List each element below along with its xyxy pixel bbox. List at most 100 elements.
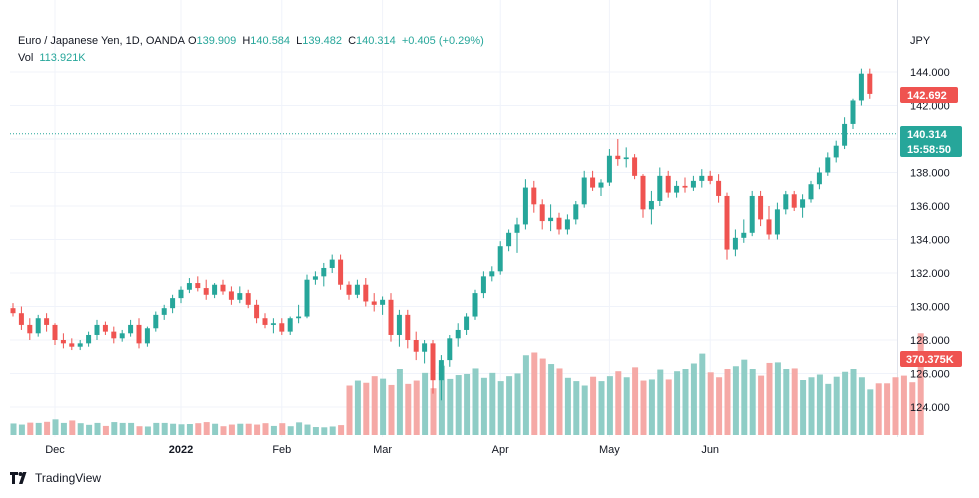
volume-bar xyxy=(254,424,261,435)
candle-body xyxy=(447,338,453,361)
volume-bar xyxy=(296,422,303,435)
candle-body xyxy=(44,318,50,325)
countdown-tag-text: 15:58:50 xyxy=(907,144,951,156)
volume-bar xyxy=(228,424,235,435)
volume-legend-label: Vol xyxy=(18,52,34,64)
candle-body xyxy=(556,217,562,230)
volume-bar xyxy=(741,359,748,435)
candle-body xyxy=(581,177,587,205)
volume-bar xyxy=(590,376,597,435)
tradingview-branding[interactable]: TradingView xyxy=(10,471,101,485)
volume-bar xyxy=(808,377,815,435)
last-price-tag: 140.314 15:58:50 xyxy=(900,126,962,157)
volume-bar xyxy=(52,419,59,435)
volume-bar xyxy=(867,389,874,435)
volume-bar xyxy=(312,427,319,435)
volume-bar xyxy=(464,373,471,435)
volume-bar xyxy=(270,425,277,435)
volume-bar xyxy=(774,362,781,435)
volume-bar xyxy=(86,424,93,435)
volume-bar xyxy=(758,375,765,435)
volume-tag-text: 370.375K xyxy=(906,354,954,366)
candle-body xyxy=(850,100,856,124)
candle-body xyxy=(262,318,268,325)
candle-body xyxy=(657,175,663,201)
volume-bar xyxy=(606,376,613,435)
price-tick-label: 136.000 xyxy=(910,201,950,213)
candle-body xyxy=(833,145,839,158)
candle-body xyxy=(254,304,260,319)
volume-bar xyxy=(640,380,647,435)
time-axis[interactable]: Dec 2022 Feb Mar Apr May Jun xyxy=(45,444,719,456)
candle-body xyxy=(27,324,33,334)
legend-c-label: C xyxy=(348,35,357,47)
volume-bar xyxy=(472,368,479,435)
volume-bar xyxy=(170,423,177,435)
volume-bar xyxy=(489,372,496,435)
volume-tag: 370.375K xyxy=(900,351,962,367)
price-tick-label: 142.000 xyxy=(910,101,950,113)
candle-body xyxy=(808,184,814,200)
volume-bar xyxy=(363,382,370,435)
candle-body xyxy=(128,324,134,334)
candle-body xyxy=(724,195,730,250)
candle-body xyxy=(329,259,335,268)
price-tick-label: 124.000 xyxy=(910,402,950,414)
volume-bar xyxy=(161,422,168,435)
price-tick-label: 144.000 xyxy=(910,67,950,79)
legend-change: +0.405 (+0.29%) xyxy=(401,35,484,47)
volume-bar xyxy=(69,420,76,435)
candle-body xyxy=(228,291,234,300)
candle-body xyxy=(60,340,66,344)
volume-bar xyxy=(842,371,849,435)
candle-body xyxy=(464,316,470,330)
candle-body xyxy=(153,314,159,329)
volume-bar xyxy=(321,427,328,435)
candle-body xyxy=(203,288,209,295)
candle-body xyxy=(279,323,285,332)
candle-body xyxy=(489,271,495,277)
candle-body xyxy=(640,175,646,210)
volume-legend: Vol 113.921K xyxy=(18,52,89,64)
volume-bar xyxy=(18,424,25,435)
candle-body xyxy=(405,314,411,340)
volume-bar xyxy=(346,385,353,435)
candle-body xyxy=(270,323,276,325)
volume-bar xyxy=(665,379,672,435)
candle-body xyxy=(690,180,696,188)
legend-title: Euro / Japanese Yen, 1D, OANDA xyxy=(18,35,185,47)
candle-body xyxy=(858,73,864,101)
candle-body xyxy=(86,334,92,344)
candle-body xyxy=(119,333,125,339)
price-tick-label: 138.000 xyxy=(910,168,950,180)
candle-body xyxy=(430,343,436,381)
candle-body xyxy=(69,343,75,347)
candle-body xyxy=(170,298,176,309)
legend-l-label: L xyxy=(296,35,303,47)
volume-bar xyxy=(800,380,807,435)
candle-body xyxy=(346,284,352,295)
volume-bar xyxy=(354,380,361,435)
price-tick-label: 126.000 xyxy=(910,369,950,381)
candle-body xyxy=(522,187,528,225)
legend-l-value: 139.482 xyxy=(302,35,342,47)
candle-body xyxy=(716,180,722,196)
candle-body xyxy=(531,187,537,205)
candle-body xyxy=(371,301,377,305)
time-tick-label: Apr xyxy=(492,444,509,456)
volume-bar xyxy=(203,422,210,435)
price-tick-label: 130.000 xyxy=(910,302,950,314)
volume-bar xyxy=(380,378,387,435)
candle-body xyxy=(682,185,688,188)
volume-bar xyxy=(220,426,227,435)
candle-body xyxy=(220,284,226,292)
volume-bar xyxy=(111,422,118,435)
volume-bar xyxy=(455,375,462,435)
candle-body xyxy=(455,329,461,339)
volume-bar xyxy=(304,424,311,435)
chart-grid xyxy=(10,0,897,437)
volume-bar xyxy=(699,353,706,435)
candle-body xyxy=(422,343,428,352)
candle-body xyxy=(816,172,822,185)
